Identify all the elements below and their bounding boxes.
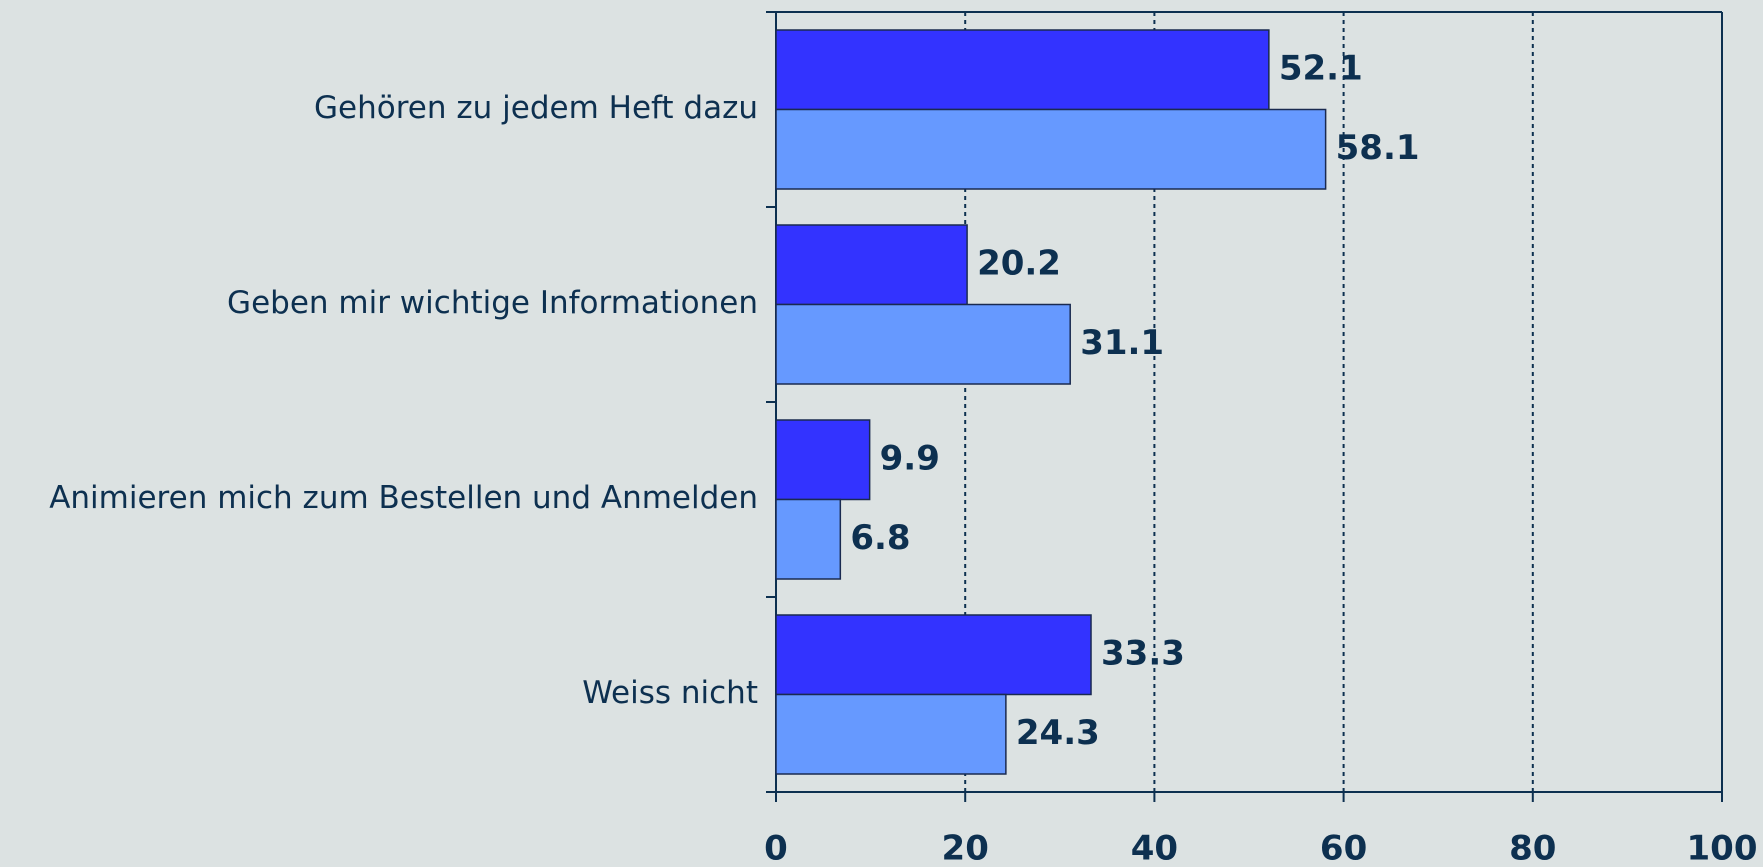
bar bbox=[775, 419, 871, 501]
category-label: Gehören zu jedem Heft dazu bbox=[314, 90, 758, 126]
x-tick-label: 20 bbox=[942, 829, 989, 867]
x-tick-label: 0 bbox=[764, 829, 788, 867]
x-tick-label: 40 bbox=[1131, 829, 1178, 867]
value-label: 9.9 bbox=[880, 438, 940, 478]
value-label: 24.3 bbox=[1016, 713, 1100, 753]
bar bbox=[775, 614, 1092, 696]
value-label: 31.1 bbox=[1080, 323, 1164, 363]
bar bbox=[775, 693, 1007, 775]
bar bbox=[775, 303, 1071, 385]
bar bbox=[775, 498, 842, 580]
x-tick-label: 100 bbox=[1687, 829, 1758, 867]
value-label: 58.1 bbox=[1336, 128, 1420, 168]
category-label: Geben mir wichtige Informationen bbox=[227, 285, 758, 321]
value-label: 33.3 bbox=[1101, 633, 1185, 673]
value-label: 52.1 bbox=[1279, 48, 1363, 88]
category-label: Animieren mich zum Bestellen und Anmelde… bbox=[49, 480, 758, 516]
x-tick-label: 60 bbox=[1320, 829, 1367, 867]
value-label: 6.8 bbox=[850, 518, 910, 558]
x-tick-label: 80 bbox=[1509, 829, 1556, 867]
bar bbox=[775, 108, 1327, 190]
category-label: Weiss nicht bbox=[582, 675, 758, 711]
bar bbox=[775, 224, 968, 306]
bar bbox=[775, 29, 1270, 111]
value-label: 20.2 bbox=[977, 243, 1061, 283]
